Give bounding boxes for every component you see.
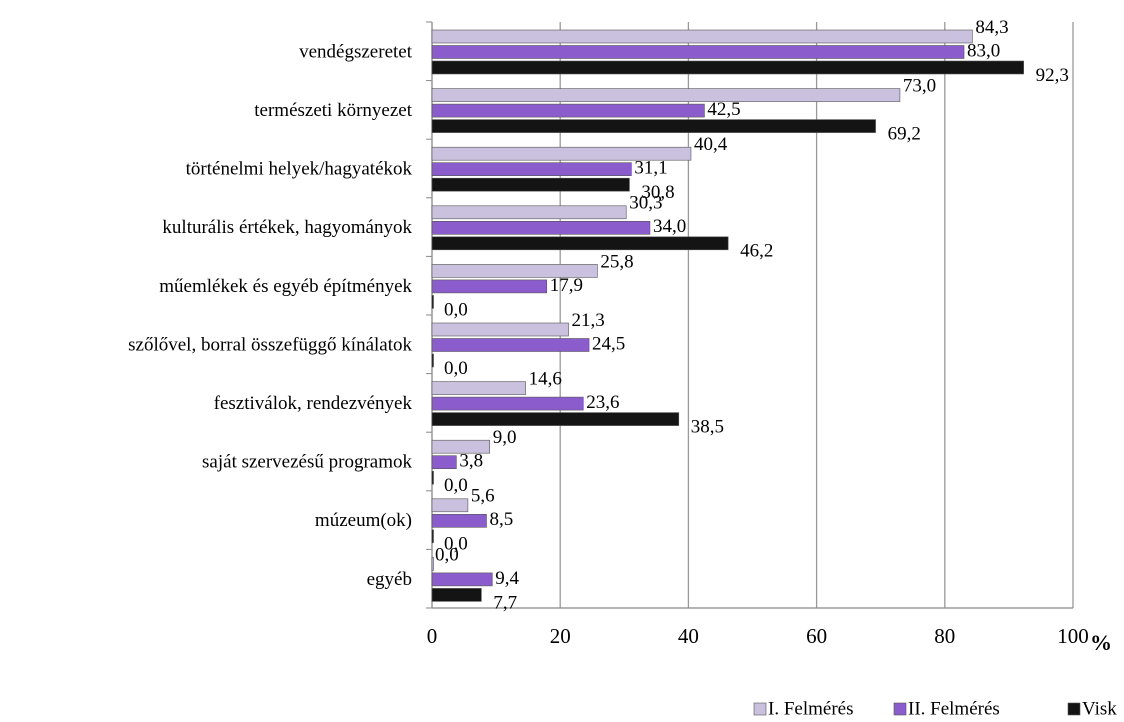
category-label: történelmi helyek/hagyatékok (186, 159, 413, 180)
bar (431, 103, 705, 118)
category-label: vendégszeretet (299, 41, 413, 62)
value-label: 38,5 (691, 416, 724, 437)
bar (431, 322, 569, 337)
value-label: 42,5 (707, 99, 740, 120)
bar (431, 295, 434, 309)
value-label: 73,0 (903, 75, 936, 96)
bar (431, 236, 729, 251)
value-label: 25,8 (600, 251, 633, 272)
value-label: 83,0 (967, 40, 1000, 61)
bar (431, 588, 482, 602)
value-label: 84,3 (975, 17, 1008, 38)
value-label: 92,3 (1036, 65, 1069, 86)
value-label: 40,4 (694, 134, 728, 155)
x-tick-label: 20 (550, 624, 571, 648)
value-label: 14,6 (529, 368, 562, 389)
bar (431, 412, 680, 426)
value-label: 31,1 (634, 158, 667, 179)
value-label: 30,8 (641, 182, 674, 203)
bar (431, 177, 630, 192)
category-label: fesztiválok, rendezvények (214, 393, 413, 414)
value-label: 5,6 (471, 486, 495, 507)
value-label: 0,0 (435, 544, 459, 565)
bar (431, 162, 632, 176)
category-label: műemlékek és egyéb építmények (159, 276, 412, 297)
value-label: 0,0 (444, 475, 468, 496)
bar (431, 455, 457, 470)
legend-swatch (1067, 702, 1081, 716)
bar (431, 381, 526, 395)
value-label: 30,3 (629, 193, 662, 214)
x-tick-label: 40 (678, 624, 699, 648)
bar (431, 396, 584, 411)
category-label: egyéb (367, 569, 412, 590)
bar (431, 470, 434, 485)
bar (431, 119, 876, 133)
x-tick-label: 60 (806, 624, 827, 648)
value-label: 0,0 (444, 534, 468, 555)
value-label: 8,5 (489, 509, 513, 530)
value-label: 7,7 (493, 592, 517, 613)
value-label: 69,2 (888, 123, 921, 144)
legend-label: I. Felmérés (768, 698, 853, 719)
bar (431, 557, 434, 571)
x-tick-label: 80 (934, 624, 955, 648)
bar (431, 338, 590, 352)
bar (431, 146, 692, 161)
x-tick-label: 100 (1057, 624, 1089, 648)
category-label: szőlővel, borral összefüggő kínálatok (128, 334, 412, 355)
bar (431, 45, 965, 59)
bar (431, 498, 469, 513)
bar (431, 264, 598, 278)
bar (431, 60, 1024, 75)
legend-swatch (753, 702, 767, 716)
bar (431, 279, 548, 294)
value-label: 46,2 (740, 241, 773, 262)
x-unit: % (1090, 630, 1112, 655)
value-label: 9,0 (493, 427, 517, 448)
category-label: saját szervezésű programok (202, 452, 412, 473)
bar (431, 205, 627, 220)
bar (431, 513, 487, 528)
legend-label: II. Felmérés (908, 698, 1000, 719)
value-label: 9,4 (495, 568, 519, 589)
category-label: kulturális értékek, hagyományok (162, 217, 412, 238)
x-tick-label: 0 (427, 624, 438, 648)
bar (431, 529, 434, 544)
bar (431, 221, 651, 235)
bar (431, 353, 434, 368)
value-label: 24,5 (592, 333, 625, 354)
bar (431, 88, 901, 102)
bar (431, 439, 490, 454)
value-label: 3,8 (459, 451, 483, 472)
category-label: természeti környezet (254, 100, 412, 121)
bar (431, 29, 973, 44)
value-label: 0,0 (444, 358, 468, 379)
legend-label: Visk (1082, 698, 1117, 719)
value-label: 34,0 (653, 216, 686, 237)
legend-swatch (893, 702, 907, 716)
value-label: 0,0 (444, 299, 468, 320)
bar (431, 572, 493, 587)
value-label: 17,9 (550, 275, 583, 296)
category-label: múzeum(ok) (315, 510, 412, 531)
value-label: 23,6 (586, 392, 619, 413)
value-label: 21,3 (572, 310, 605, 331)
